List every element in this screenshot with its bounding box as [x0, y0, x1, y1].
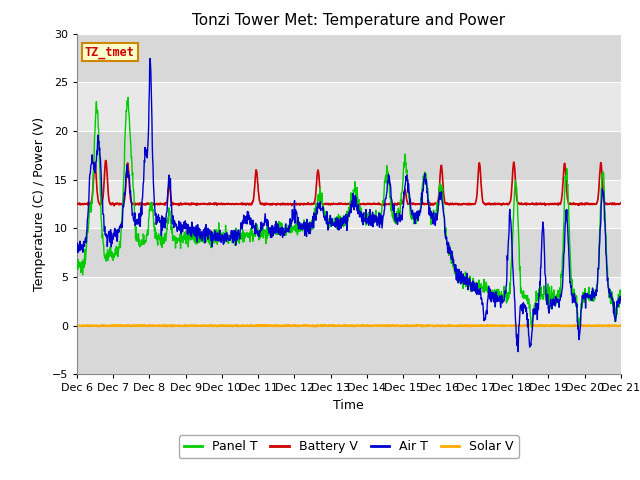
Bar — [77, 326, 621, 374]
Title: Tonzi Tower Met: Temperature and Power: Tonzi Tower Met: Temperature and Power — [192, 13, 506, 28]
Bar — [77, 131, 621, 180]
Legend: Panel T, Battery V, Air T, Solar V: Panel T, Battery V, Air T, Solar V — [179, 435, 519, 458]
X-axis label: Time: Time — [333, 399, 364, 412]
Text: TZ_tmet: TZ_tmet — [85, 46, 135, 59]
Bar — [77, 180, 621, 228]
Bar — [77, 277, 621, 326]
Bar — [77, 228, 621, 277]
Y-axis label: Temperature (C) / Power (V): Temperature (C) / Power (V) — [33, 117, 46, 291]
Bar — [77, 34, 621, 82]
Bar — [77, 82, 621, 131]
